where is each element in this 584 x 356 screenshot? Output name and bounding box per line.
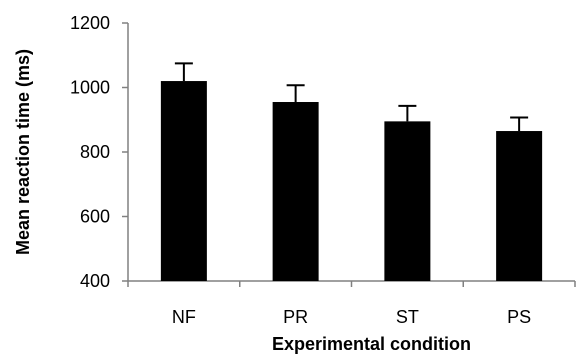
- bar-st: [384, 121, 431, 281]
- error-bars: [174, 62, 529, 132]
- y-tick-label: 600: [80, 207, 110, 227]
- y-tick-label: 800: [80, 142, 110, 162]
- x-axis: NF PR ST PS: [127, 280, 576, 327]
- x-tick-label: PS: [507, 307, 531, 327]
- x-axis-title: Experimental condition: [272, 334, 471, 354]
- y-axis: 400 600 800 1000 1200: [70, 13, 129, 291]
- y-tick-label: 1000: [70, 78, 110, 98]
- x-tick-label: PR: [283, 307, 308, 327]
- x-tick-label: ST: [396, 307, 419, 327]
- x-tick-label: NF: [172, 307, 196, 327]
- y-tick-label: 400: [80, 271, 110, 291]
- bar-ps: [496, 131, 543, 281]
- bar-pr: [272, 102, 319, 281]
- y-axis-title: Mean reaction time (ms): [13, 49, 33, 255]
- bars: [160, 81, 543, 281]
- bar-nf: [160, 81, 207, 281]
- y-tick-label: 1200: [70, 13, 110, 33]
